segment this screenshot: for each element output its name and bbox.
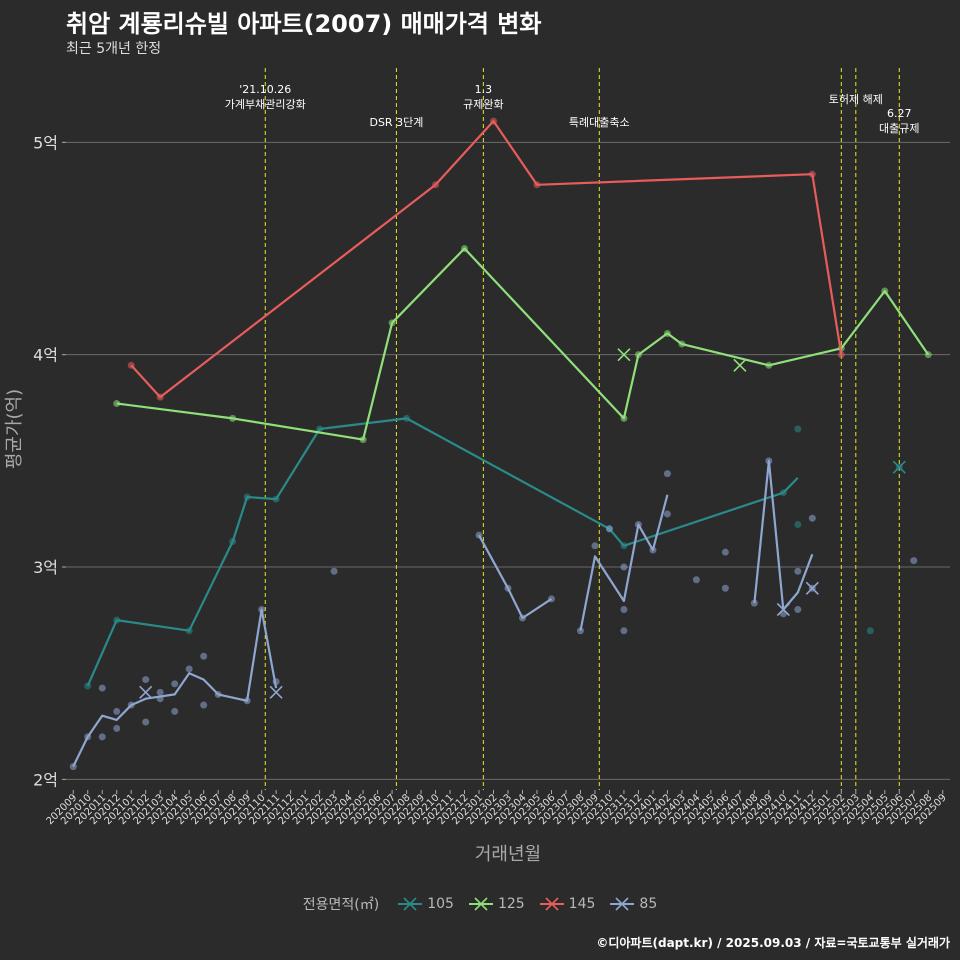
data-point-85 — [721, 548, 729, 556]
series-125 — [113, 245, 932, 444]
legend-cross — [474, 897, 488, 911]
series-105 — [84, 414, 906, 690]
series-line-145 — [130, 120, 843, 399]
series-line-105 — [86, 417, 799, 687]
cross-marker-85 — [139, 685, 153, 699]
data-point-85 — [98, 733, 106, 741]
data-point-85 — [113, 724, 121, 732]
data-point-85 — [605, 525, 613, 533]
data-point-85 — [721, 584, 729, 592]
event-label: 토허제 해제 — [829, 92, 883, 106]
series-145 — [127, 117, 845, 401]
legend-label-145: 145 — [568, 896, 596, 912]
y-tick-label: 3억 — [33, 558, 58, 577]
chart-title: 취암 계룡리슈빌 아파트(2007) 매매가격 변화 — [66, 10, 542, 38]
series-line-85 — [478, 534, 553, 620]
series-85 — [69, 457, 918, 771]
cross-marker-85 — [269, 685, 283, 699]
data-point-85 — [156, 688, 164, 696]
series-line-85 — [753, 459, 814, 611]
legend-key-85 — [610, 897, 635, 911]
source-caption: ©디아파트(dapt.kr) / 2025.09.03 / 자료=국토교통부 실… — [596, 936, 950, 950]
cross-marker-105 — [892, 460, 906, 474]
data-point-85 — [142, 718, 150, 726]
legend-label-85: 85 — [639, 896, 658, 912]
cross-marker-85 — [776, 602, 790, 617]
data-point-105 — [794, 425, 802, 433]
legend-item-145: 145 — [539, 896, 596, 912]
legend-key-105 — [398, 897, 423, 911]
legend-label-125: 125 — [497, 896, 525, 912]
event-label: 1.3 규제완화 — [463, 83, 503, 111]
data-point-85 — [620, 563, 628, 571]
cross-marker-125 — [617, 348, 631, 362]
legend-key-145 — [539, 897, 564, 911]
y-axis-title: 평균가(억) — [4, 389, 25, 469]
data-point-85 — [142, 676, 150, 684]
data-point-85 — [171, 680, 179, 688]
legend-cross — [403, 897, 417, 911]
data-point-105 — [866, 627, 874, 635]
event-label: '21.10.26 가계부채관리강화 — [225, 83, 306, 111]
data-point-85 — [794, 606, 802, 613]
cross-marker-85 — [805, 581, 819, 595]
legend-title: 전용면적(㎡) — [302, 897, 380, 913]
y-tick-label: 4억 — [33, 346, 58, 365]
legend: 전용면적(㎡) 105 125 145 85 — [0, 894, 960, 914]
legend-cross — [615, 897, 629, 911]
data-point-85 — [910, 557, 918, 565]
data-point-85 — [330, 567, 338, 575]
data-point-85 — [576, 627, 584, 635]
legend-item-85: 85 — [609, 896, 657, 912]
series-line-85 — [579, 494, 669, 631]
legend-cross — [545, 897, 559, 911]
data-point-85 — [591, 542, 599, 550]
data-point-85 — [663, 510, 671, 518]
data-point-85 — [185, 665, 193, 673]
chart-subtitle: 최근 5개년 한정 — [66, 41, 162, 57]
data-point-85 — [620, 606, 628, 613]
data-point-85 — [663, 470, 671, 478]
data-point-85 — [98, 684, 106, 692]
data-point-85 — [808, 514, 816, 522]
data-point-85 — [794, 567, 802, 575]
legend-label-105: 105 — [427, 896, 454, 912]
data-point-85 — [200, 701, 208, 709]
data-point-85 — [692, 576, 700, 584]
cross-marker-125 — [733, 358, 747, 372]
data-point-85 — [620, 627, 628, 635]
series-line-125 — [116, 247, 930, 441]
data-point-105 — [794, 521, 802, 529]
data-point-85 — [750, 599, 758, 607]
event-label: 특례대출축소 — [569, 116, 630, 129]
y-tick-label: 2억 — [33, 770, 58, 789]
data-point-85 — [113, 707, 121, 715]
data-point-85 — [200, 652, 208, 660]
y-tick-label: 5억 — [33, 133, 58, 152]
series-line-85 — [72, 608, 278, 768]
x-axis-title: 거래년월 — [475, 844, 541, 865]
data-point-85 — [171, 707, 179, 715]
event-label: DSR 3단계 — [369, 116, 423, 129]
legend-item-125: 125 — [468, 896, 525, 912]
legend-item-105: 105 — [397, 896, 454, 912]
legend-key-125 — [468, 897, 493, 911]
event-label: 6.27 대출규제 — [879, 107, 919, 135]
